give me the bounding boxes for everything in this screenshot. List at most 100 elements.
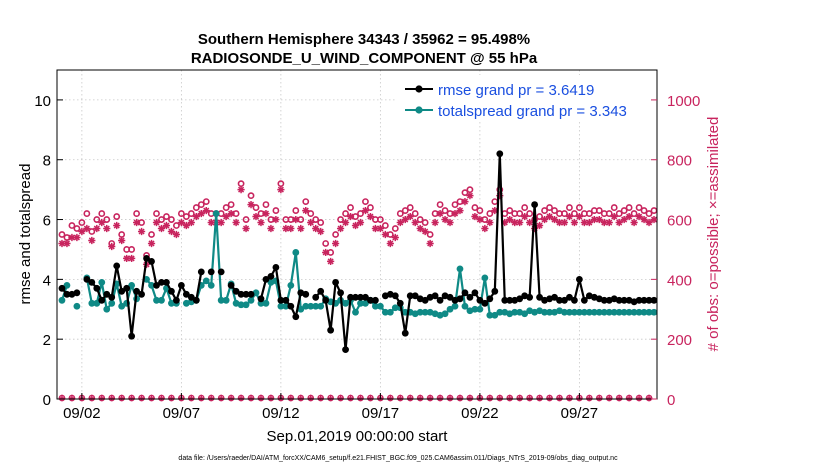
totalspread-point [605, 308, 613, 316]
obs-possible-point [406, 204, 414, 211]
obs-assimilated-point [137, 227, 146, 236]
totalspread-point [630, 308, 638, 316]
obs-possible-point [192, 204, 200, 211]
obs-assimilated-point [98, 218, 106, 227]
obs-possible-point [436, 201, 444, 208]
obs-assimilated-point [177, 218, 185, 227]
obs-assimilated-point [476, 215, 484, 224]
totalspread-point [222, 296, 230, 304]
obs-assimilated-point [197, 209, 205, 218]
rmse-point [650, 296, 658, 304]
rmse-point [148, 258, 155, 265]
obs-possible-point [322, 240, 330, 247]
obs-possible-point [177, 210, 185, 217]
totalspread-point [342, 299, 349, 307]
totalspread-point [108, 299, 116, 307]
obs-zero-assimilated-point [307, 394, 314, 402]
obs-zero-assimilated-point [615, 394, 623, 402]
obs-possible-point [461, 189, 469, 197]
obs-assimilated-point [237, 186, 245, 194]
obs-possible-point [640, 207, 648, 214]
obs-zero-assimilated-point [606, 394, 613, 402]
totalspread-point [640, 308, 648, 316]
obs-assimilated-point [610, 212, 618, 221]
obs-assimilated-point [381, 230, 389, 239]
totalspread-point [93, 299, 101, 307]
obs-assimilated-point [292, 215, 300, 224]
obs-possible-point [187, 210, 195, 217]
obs-assimilated-point [511, 218, 519, 227]
obs-assimilated-point [560, 218, 569, 227]
y-tick-label-right: 400 [667, 272, 692, 289]
obs-possible-point [317, 219, 325, 226]
obs-possible-point [237, 180, 245, 188]
rmse-point [312, 293, 320, 301]
obs-assimilated-point [570, 218, 579, 227]
obs-possible-point [416, 216, 424, 223]
obs-possible-point [471, 204, 479, 211]
obs-possible-point [197, 201, 205, 208]
obs-assimilated-point [595, 215, 603, 224]
obs-zero-assimilated-point [556, 394, 563, 402]
obs-assimilated-point [227, 209, 235, 218]
totalspread-point [441, 310, 449, 318]
rmse-point [476, 296, 484, 304]
obs-possible-point [163, 213, 170, 220]
obs-possible-point [362, 198, 369, 205]
rmse-point [471, 289, 479, 297]
obs-assimilated-point [471, 212, 479, 221]
totalspread-point [212, 210, 220, 217]
rmse-point [168, 287, 175, 295]
obs-zero-assimilated-point [208, 394, 215, 402]
rmse-point [580, 296, 588, 304]
obs-assimilated-point [88, 236, 96, 245]
obs-possible-point [227, 201, 235, 208]
obs-assimilated-point [481, 224, 489, 233]
totalspread-point [357, 299, 364, 307]
x-tick-label: 09/22 [461, 405, 499, 422]
obs-zero-assimilated-point [148, 394, 155, 402]
obs-assimilated-point [361, 206, 370, 215]
rmse-point [58, 284, 66, 292]
y-tick-label-right: 800 [667, 153, 692, 170]
totalspread-point [541, 308, 548, 316]
obs-possible-point [650, 207, 658, 214]
rmse-point [645, 296, 653, 304]
totalspread-point [287, 281, 295, 289]
obs-assimilated-point [630, 218, 638, 227]
totalspread-point [372, 302, 379, 310]
obs-zero-assimilated-point [247, 394, 255, 402]
rmse-point [63, 290, 71, 298]
obs-assimilated-point [540, 215, 549, 224]
totalspread-point [610, 308, 618, 316]
rmse-point [163, 278, 170, 286]
obs-possible-point [381, 222, 389, 229]
obs-assimilated-point [391, 233, 399, 242]
rmse-point [501, 296, 509, 304]
obs-assimilated-point [351, 221, 360, 230]
legend-rmse-marker [415, 85, 423, 93]
rmse-point [237, 290, 245, 298]
totalspread-point [128, 281, 136, 289]
rmse-point [113, 262, 121, 270]
obs-assimilated-point [535, 221, 544, 230]
obs-possible-point [546, 204, 553, 211]
y-tick-label-right: 600 [667, 213, 692, 230]
obs-assimilated-point [416, 224, 424, 233]
chart-subtitle: RADIOSONDE_U_WIND_COMPONENT @ 55 hPa [191, 50, 538, 67]
rmse-point [128, 332, 136, 340]
totalspread-point [292, 249, 300, 256]
x-tick-label: 09/02 [63, 405, 101, 422]
obs-assimilated-point [282, 224, 290, 233]
obs-assimilated-point [346, 212, 355, 221]
rmse-point [108, 293, 116, 301]
rmse-point [182, 290, 190, 298]
obs-assimilated-point [451, 209, 459, 218]
obs-assimilated-point [157, 224, 166, 233]
totalspread-point [561, 308, 568, 316]
obs-possible-point [262, 201, 270, 208]
obs-zero-assimilated-point [168, 394, 175, 402]
obs-assimilated-point [272, 215, 280, 224]
obs-possible-point [222, 204, 230, 211]
